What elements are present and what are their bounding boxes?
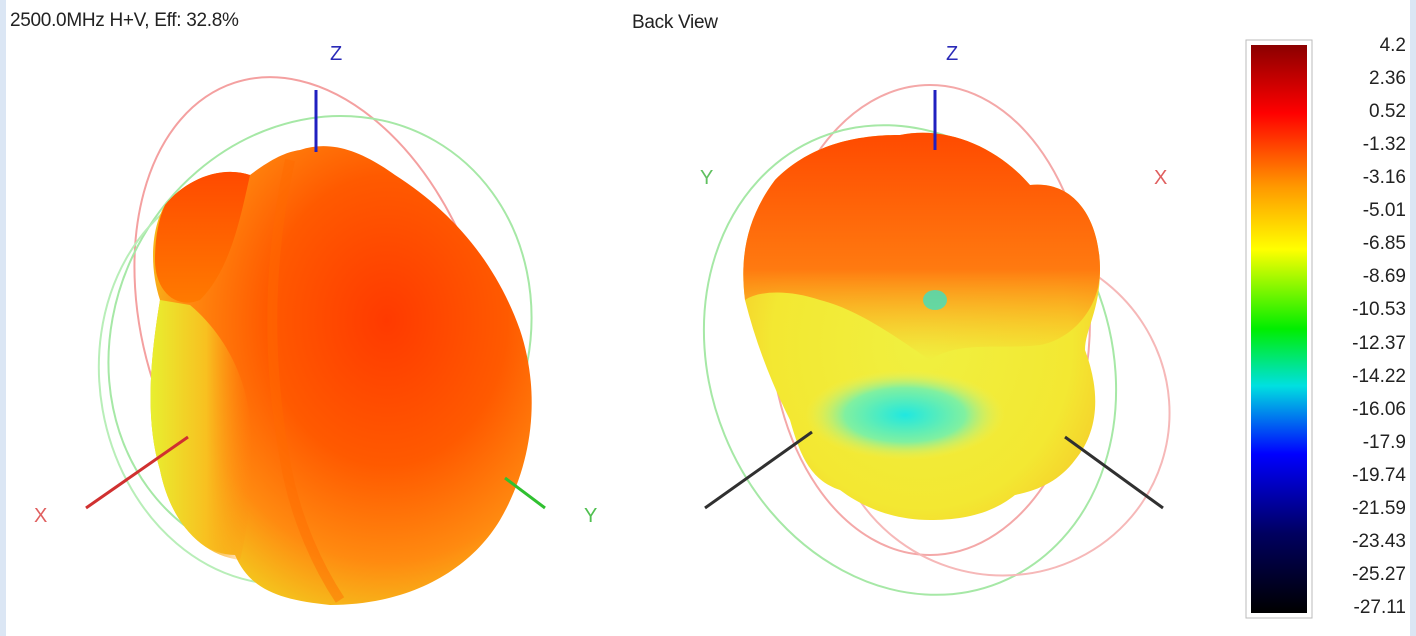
color-scale-tick-label: -14.22 — [1352, 365, 1406, 387]
front-view: Z X Y — [34, 43, 597, 605]
color-scale — [1245, 39, 1313, 619]
chart-title: 2500.0MHz H+V, Eff: 32.8% — [10, 10, 239, 31]
front-pattern-shadow-seam — [267, 158, 345, 603]
color-scale-tick-label: 2.36 — [1369, 68, 1406, 90]
right-border — [1410, 0, 1416, 636]
color-scale-tick-label: -5.01 — [1362, 200, 1406, 222]
back-pattern-top-lobe — [743, 132, 1100, 360]
color-scale-tick-label: -1.32 — [1362, 134, 1406, 156]
color-scale-tick-label: -19.74 — [1352, 464, 1406, 486]
color-scale-tick-label: 0.52 — [1369, 101, 1406, 123]
back-y-label: Y — [700, 167, 713, 189]
color-scale-tick-label: -10.53 — [1352, 299, 1406, 321]
back-view: Z Y X — [700, 43, 1171, 596]
back-y-axis-line — [704, 430, 813, 510]
left-border — [0, 0, 6, 636]
color-scale-tick-label: -23.43 — [1352, 530, 1406, 552]
front-x-label: X — [34, 505, 47, 527]
back-cyan-spot — [923, 290, 947, 310]
color-scale-tick-label: -3.16 — [1362, 167, 1406, 189]
back-x-label: X — [1154, 167, 1167, 189]
front-x-axis-line — [85, 435, 189, 510]
color-scale-tick-label: -12.37 — [1352, 332, 1406, 354]
color-scale-tick-label: -25.27 — [1352, 563, 1406, 585]
color-scale-tick-label: -21.59 — [1352, 497, 1406, 519]
front-y-axis-line — [504, 476, 546, 510]
back-z-label: Z — [946, 43, 958, 65]
back-cyan-region — [805, 370, 1005, 460]
back-view-caption: Back View — [632, 12, 718, 33]
front-z-label: Z — [330, 43, 342, 65]
color-scale-tick-label: -8.69 — [1362, 266, 1406, 288]
color-scale-tick-label: -16.06 — [1352, 398, 1406, 420]
back-x-axis-line — [1064, 435, 1164, 510]
front-pattern-left-lobe — [150, 300, 252, 560]
color-scale-bar — [1251, 45, 1307, 613]
color-scale-tick-label: 4.2 — [1379, 35, 1406, 56]
color-scale-tick-label: -17.9 — [1362, 431, 1406, 453]
front-y-label: Y — [584, 505, 597, 527]
front-pattern-top-lobe — [155, 171, 250, 303]
color-scale-tick-label: -27.11 — [1353, 597, 1406, 618]
color-scale-tick-label: -6.85 — [1362, 233, 1406, 255]
